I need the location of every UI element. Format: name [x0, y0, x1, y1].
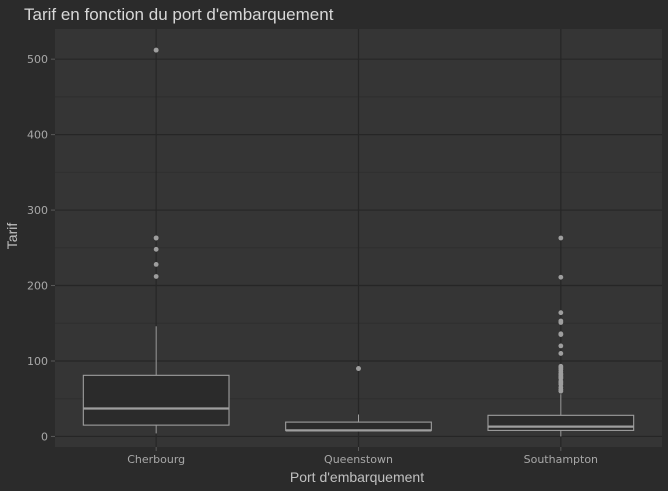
x-tick-label: Cherbourg: [127, 453, 185, 466]
boxes-layer: [82, 47, 635, 437]
box-group: [285, 366, 432, 432]
outlier-point: [558, 235, 564, 241]
outlier-point: [558, 343, 564, 349]
y-axis-ticks: 0 100 200 300 400 500: [27, 53, 55, 443]
box-group: [82, 47, 230, 434]
outlier-point: [558, 318, 564, 324]
box-iqr: [82, 374, 230, 426]
box-iqr: [487, 414, 635, 431]
x-tick-label: Queenstown: [324, 453, 393, 466]
box-group: [487, 235, 635, 437]
chart-title: Tarif en fonction du port d'embarquement: [24, 5, 334, 24]
outlier-point: [153, 246, 159, 252]
x-axis-ticks: Cherbourg Queenstown Southampton: [127, 447, 598, 466]
box-iqr: [285, 421, 432, 431]
y-tick-label: 100: [27, 355, 48, 368]
outlier-point: [356, 366, 361, 371]
outlier-point: [558, 363, 564, 369]
y-tick-label: 400: [27, 129, 48, 142]
y-tick-label: 200: [27, 280, 48, 293]
outlier-point: [153, 235, 159, 241]
y-axis-title: Tarif: [4, 223, 20, 250]
outlier-point: [558, 351, 564, 356]
outlier-point: [558, 274, 564, 280]
y-tick-label: 500: [27, 53, 48, 66]
y-tick-label: 300: [27, 204, 48, 217]
x-axis-title: Port d'embarquement: [290, 469, 424, 485]
outlier-point: [153, 262, 159, 267]
x-tick-label: Southampton: [524, 453, 598, 466]
outlier-point: [153, 274, 159, 279]
y-tick-label: 0: [41, 430, 48, 443]
outlier-point: [558, 331, 564, 337]
outlier-point: [153, 47, 159, 53]
outlier-point: [558, 310, 564, 316]
